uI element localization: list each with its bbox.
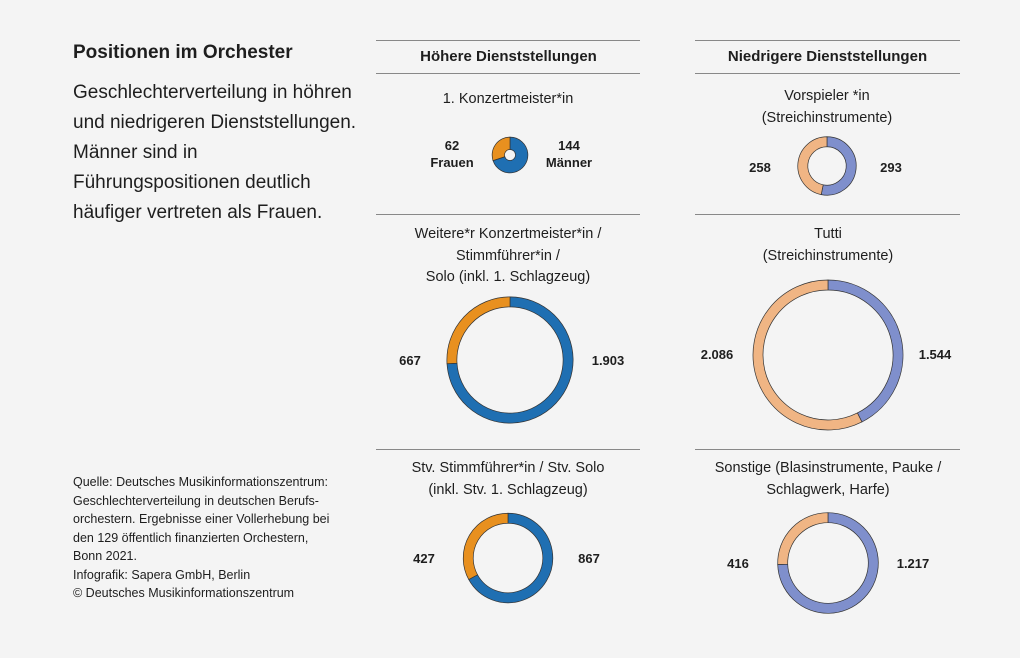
- chart-title: Vorspieler *in (Streichinstrumente): [677, 86, 977, 129]
- chart-title-line: (Streichinstrumente): [762, 247, 894, 264]
- women-value: 667: [399, 353, 421, 368]
- men-value: 293: [880, 160, 902, 175]
- divider: [695, 40, 960, 41]
- page-title: Positionen im Orchester: [73, 42, 293, 63]
- chart-title-line: Stimmführer*in /: [456, 247, 560, 264]
- women-segment: [462, 512, 509, 581]
- chart-title-line: 1. Konzertmeister*in: [442, 91, 574, 107]
- source-note: Quelle: Deutsches Musikinformationszentr…: [73, 473, 373, 603]
- men-segment: [827, 279, 904, 423]
- divider: [376, 449, 640, 450]
- divider: [376, 40, 640, 41]
- legend-men: Männer: [545, 155, 593, 170]
- column-heading-lower: Niedrigere Dienststellungen: [727, 48, 928, 65]
- women-segment: [446, 296, 511, 365]
- source-line: Geschlechterverteilung in deutschen Beru…: [73, 493, 319, 508]
- men-value: 1.544: [918, 347, 952, 362]
- women-value: 427: [413, 551, 435, 566]
- women-segment: [777, 512, 829, 565]
- women-value: 416: [727, 556, 749, 571]
- divider: [695, 214, 960, 215]
- men-value: 144: [558, 138, 580, 153]
- women-segment: [752, 279, 863, 431]
- women-value: 258: [749, 160, 771, 175]
- chart-title-line: (inkl. Stv. 1. Schlagzeug): [428, 481, 588, 498]
- chart-title-line: Stv. Stimmführer*in / Stv. Solo: [411, 460, 605, 476]
- source-line: © Deutsches Musikinformationszentrum: [73, 586, 295, 600]
- source-line: Infografik: Sapera GmbH, Berlin: [73, 567, 251, 582]
- chart-title: Sonstige (Blasinstrumente, Pauke / Schla…: [678, 458, 978, 501]
- divider: [695, 449, 960, 450]
- men-value: 1.903: [591, 353, 625, 368]
- source-line: Bonn 2021.: [73, 549, 137, 563]
- chart-title-line: Vorspieler *in: [784, 88, 870, 104]
- divider: [695, 73, 960, 74]
- description: Geschlechterverteilung in höhren und nie…: [73, 82, 357, 223]
- men-label: 144 Männer: [529, 137, 609, 171]
- chart-title-line: Tutti: [814, 226, 842, 242]
- source-line: den 129 öffentlich finanzierten Orcheste…: [73, 530, 309, 545]
- women-label: 62 Frauen: [412, 137, 492, 171]
- chart-title: Weitere*r Konzertmeister*in / Stimmführe…: [358, 224, 658, 289]
- chart-title: Stv. Stimmführer*in / Stv. Solo (inkl. S…: [358, 458, 658, 501]
- men-value: 1.217: [896, 556, 930, 571]
- chart-title-line: (Streichinstrumente): [761, 109, 893, 126]
- source-line: orchestern. Ergebnisse einer Vollerhebun…: [73, 512, 330, 526]
- women-segment: [797, 136, 828, 196]
- men-segment: [492, 136, 529, 174]
- chart-title: Tutti (Streichinstrumente): [678, 224, 978, 267]
- chart-title-line: Weitere*r Konzertmeister*in /: [414, 226, 602, 242]
- women-value: 62: [444, 138, 460, 153]
- chart-title: 1. Konzertmeister*in: [358, 89, 658, 111]
- column-heading-higher: Höhere Dienststellungen: [420, 48, 597, 65]
- source-line: Quelle: Deutsches Musikinformationszentr…: [73, 475, 328, 489]
- chart-title-line: Schlagwerk, Harfe): [766, 481, 890, 498]
- chart-title-line: Sonstige (Blasinstrumente, Pauke /: [714, 460, 942, 476]
- women-value: 2.086: [700, 347, 734, 362]
- chart-title-line: Solo (inkl. 1. Schlagzeug): [425, 269, 591, 285]
- women-segment: [491, 136, 511, 162]
- divider: [376, 73, 640, 74]
- divider: [376, 214, 640, 215]
- men-value: 867: [578, 551, 600, 566]
- legend-women: Frauen: [430, 155, 474, 170]
